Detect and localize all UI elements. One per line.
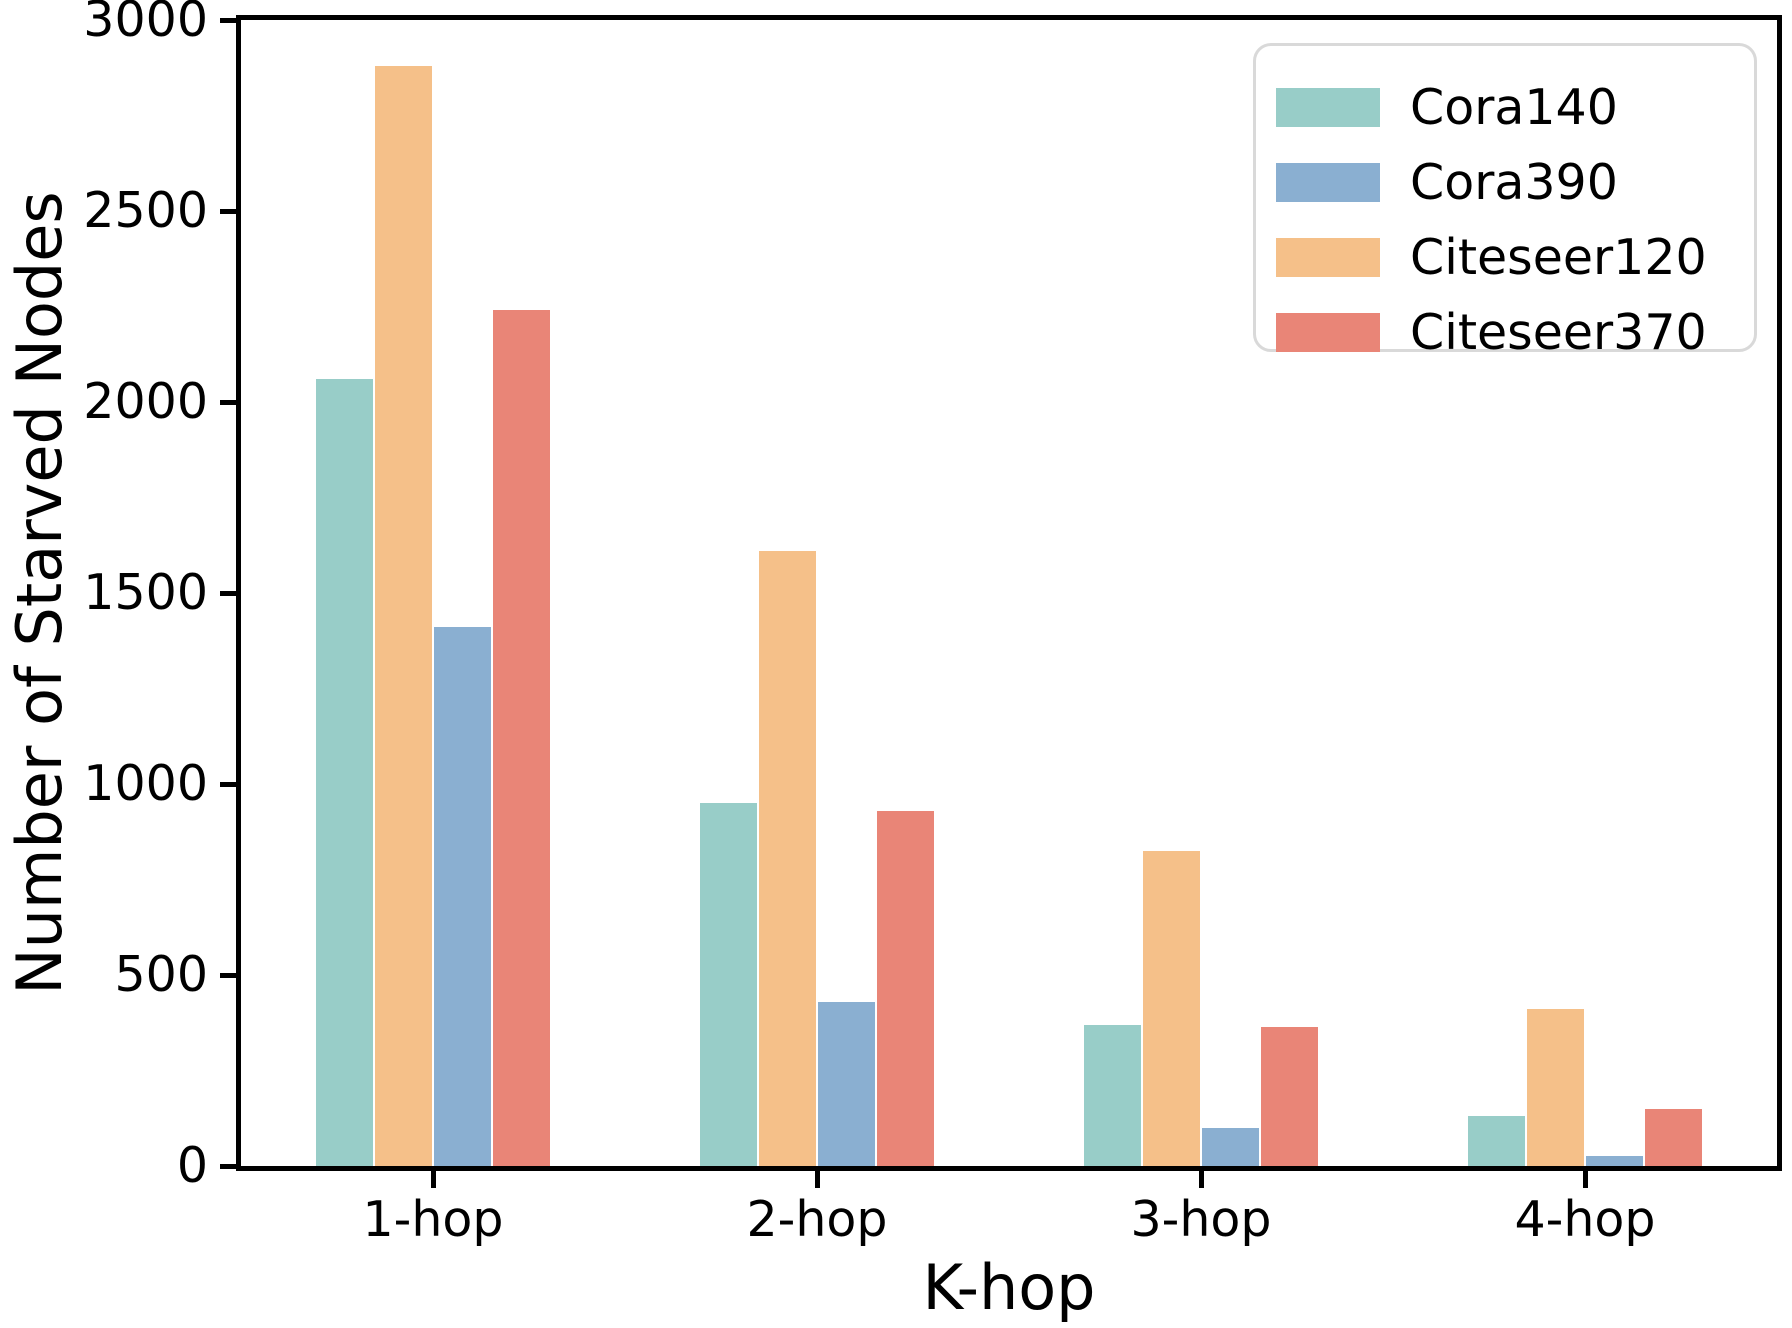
legend-row-citeseer120: Citeseer120 xyxy=(1276,220,1754,295)
bar-cora390-3-hop xyxy=(1202,1128,1259,1166)
y-tick-mark-0 xyxy=(220,1164,236,1169)
x-tick-mark-4-hop xyxy=(1583,1171,1588,1188)
bar-cora140-3-hop xyxy=(1084,1025,1141,1166)
legend-label-citeseer370: Citeseer370 xyxy=(1410,303,1707,361)
y-tick-mark-2500 xyxy=(220,209,236,214)
x-tick-label-3-hop: 3-hop xyxy=(1130,1191,1272,1248)
y-tick-mark-1000 xyxy=(220,782,236,787)
legend-swatch-citeseer370 xyxy=(1276,313,1380,352)
y-tick-mark-2000 xyxy=(220,400,236,405)
x-tick-label-1-hop: 1-hop xyxy=(362,1191,504,1248)
y-tick-mark-500 xyxy=(220,973,236,978)
bar-cora390-1-hop xyxy=(434,627,491,1166)
legend-row-cora140: Cora140 xyxy=(1276,70,1754,145)
x-tick-mark-1-hop xyxy=(431,1171,436,1188)
bar-cora140-1-hop xyxy=(316,379,373,1166)
bar-cora140-2-hop xyxy=(700,803,757,1166)
bar-citeseer120-1-hop xyxy=(375,66,432,1166)
bar-citeseer370-1-hop xyxy=(493,310,550,1166)
legend-label-citeseer120: Citeseer120 xyxy=(1410,228,1707,286)
y-tick-label-2500: 2500 xyxy=(83,182,208,239)
legend-swatch-cora140 xyxy=(1276,88,1380,127)
legend-swatch-citeseer120 xyxy=(1276,238,1380,277)
y-tick-label-500: 500 xyxy=(114,946,208,1003)
legend-label-cora390: Cora390 xyxy=(1410,153,1618,211)
bar-citeseer370-2-hop xyxy=(877,811,934,1166)
legend: Cora140 Cora390 Citeseer120 Citeseer370 xyxy=(1253,43,1757,360)
legend-label-cora140: Cora140 xyxy=(1410,78,1618,136)
bar-citeseer120-3-hop xyxy=(1143,851,1200,1166)
x-tick-mark-2-hop xyxy=(815,1171,820,1188)
y-tick-mark-3000 xyxy=(220,18,236,23)
y-tick-label-1500: 1500 xyxy=(83,564,208,621)
legend-swatch-cora390 xyxy=(1276,163,1380,202)
y-tick-mark-1500 xyxy=(220,591,236,596)
y-tick-label-1000: 1000 xyxy=(83,755,208,812)
bar-cora390-2-hop xyxy=(818,1002,875,1166)
x-tick-label-4-hop: 4-hop xyxy=(1514,1191,1656,1248)
bar-citeseer370-4-hop xyxy=(1645,1109,1702,1166)
bar-cora390-4-hop xyxy=(1586,1156,1643,1166)
legend-row-citeseer370: Citeseer370 xyxy=(1276,295,1754,370)
x-axis-label: K-hop xyxy=(922,1251,1096,1324)
x-tick-label-2-hop: 2-hop xyxy=(746,1191,888,1248)
bar-citeseer120-2-hop xyxy=(759,551,816,1166)
bar-citeseer370-3-hop xyxy=(1261,1027,1318,1166)
bar-citeseer120-4-hop xyxy=(1527,1009,1584,1166)
y-tick-label-2000: 2000 xyxy=(83,373,208,430)
y-tick-label-3000: 3000 xyxy=(83,0,208,48)
x-tick-mark-3-hop xyxy=(1199,1171,1204,1188)
y-tick-label-0: 0 xyxy=(176,1137,208,1194)
legend-row-cora390: Cora390 xyxy=(1276,145,1754,220)
bar-cora140-4-hop xyxy=(1468,1116,1525,1166)
